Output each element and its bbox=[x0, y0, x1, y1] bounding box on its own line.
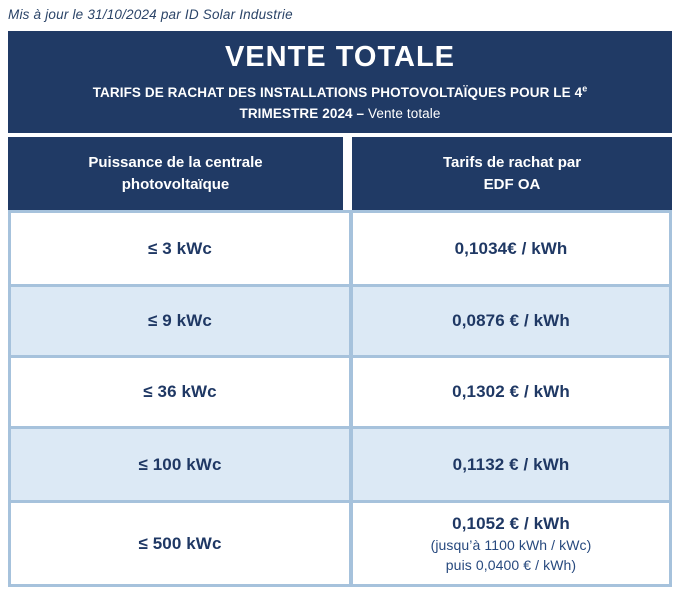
page-title: VENTE TOTALE bbox=[224, 41, 456, 73]
power-cell: ≤ 3 kWc bbox=[148, 238, 212, 258]
table-row: ≤ 9 kWc 0,0876 € / kWh bbox=[11, 284, 669, 355]
tariff-table: ≤ 3 kWc 0,1034€ / kWh ≤ 9 kWc 0,0876 € /… bbox=[8, 210, 672, 587]
column-header-power-line2: photovoltaïque bbox=[121, 175, 230, 193]
banner-subtitle-line2: TRIMESTRE 2024 – Vente totale bbox=[8, 103, 672, 124]
power-cell: ≤ 36 kWc bbox=[143, 382, 217, 401]
title-banner: VENTE TOTALE TARIFS DE RACHAT DES INSTAL… bbox=[8, 31, 672, 133]
power-cell: ≤ 9 kWc bbox=[148, 311, 212, 330]
column-header-power-line1: Puissance de la centrale bbox=[88, 153, 263, 171]
subtitle-superscript: e bbox=[582, 83, 588, 94]
tariff-note-2: puis 0,0400 € / kWh) bbox=[445, 557, 577, 573]
subtitle-text-2-regular: Vente totale bbox=[367, 106, 441, 121]
subtitle-text-2-bold: TRIMESTRE 2024 – bbox=[239, 106, 368, 121]
power-cell: ≤ 100 kWc bbox=[138, 454, 222, 474]
banner-subtitle-line1: TARIFS DE RACHAT DES INSTALLATIONS PHOTO… bbox=[8, 82, 672, 103]
column-header-power: Puissance de la centrale photovoltaïque bbox=[8, 137, 343, 210]
tariff-main-value: 0,1052 € / kWh bbox=[452, 514, 570, 533]
banner-subtitle: TARIFS DE RACHAT DES INSTALLATIONS PHOTO… bbox=[8, 82, 672, 124]
table-row: ≤ 500 kWc 0,1052 € / kWh (jusqu’à 1100 k… bbox=[11, 500, 669, 584]
tariff-cell: 0,1132 € / kWh bbox=[349, 429, 669, 500]
subtitle-text-1: TARIFS DE RACHAT DES INSTALLATIONS PHOTO… bbox=[92, 85, 583, 100]
tariff-cell: 0,1052 € / kWh (jusqu’à 1100 kWh / kWc) … bbox=[349, 503, 669, 584]
table-row: ≤ 100 kWc 0,1132 € / kWh bbox=[11, 426, 669, 500]
column-header-tariff-line2: EDF OA bbox=[483, 175, 541, 193]
power-cell: ≤ 500 kWc bbox=[138, 533, 222, 553]
column-header-row: Puissance de la centrale photovoltaïque … bbox=[8, 137, 672, 210]
table-row: ≤ 36 kWc 0,1302 € / kWh bbox=[11, 355, 669, 426]
column-header-tariff-line1: Tarifs de rachat par bbox=[442, 153, 582, 171]
tariff-note-1: (jusqu’à 1100 kWh / kWc) bbox=[430, 537, 592, 553]
column-header-tariff: Tarifs de rachat par EDF OA bbox=[352, 137, 672, 210]
tariff-cell: 0,0876 € / kWh bbox=[349, 287, 669, 355]
tariff-cell: 0,1302 € / kWh bbox=[349, 358, 669, 426]
table-row: ≤ 3 kWc 0,1034€ / kWh bbox=[11, 213, 669, 284]
tariff-cell: 0,1034€ / kWh bbox=[349, 213, 669, 284]
update-note: Mis à jour le 31/10/2024 par ID Solar In… bbox=[8, 7, 293, 22]
